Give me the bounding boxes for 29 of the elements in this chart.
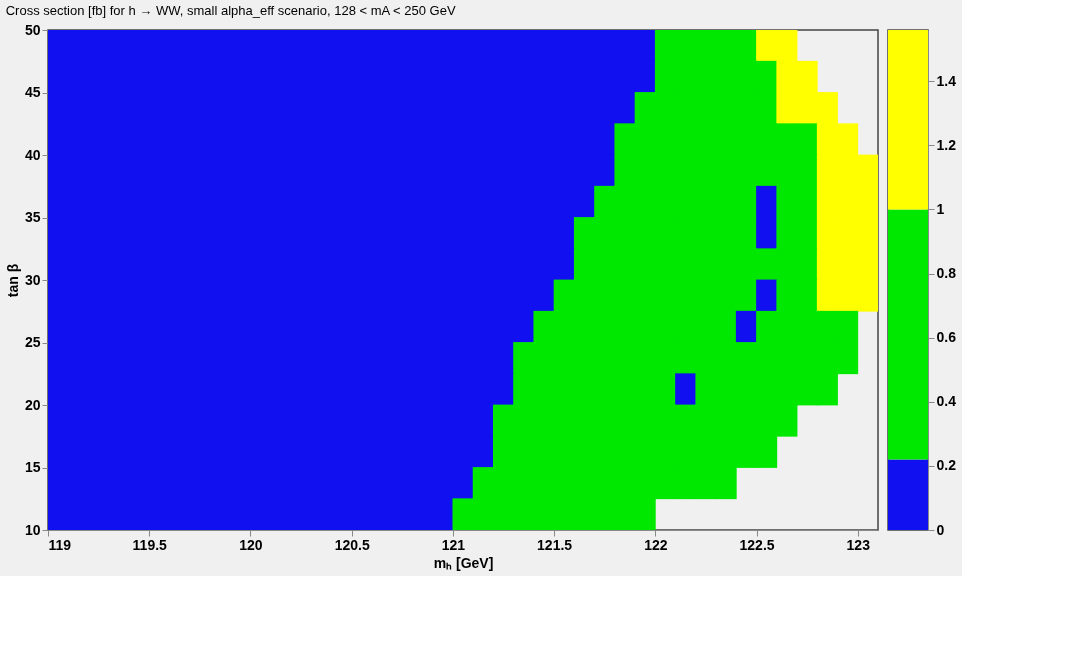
x-tick-label: 119.5	[132, 536, 168, 553]
x-tick-label: 119	[48, 536, 72, 553]
x-tick-label: 123	[846, 536, 871, 553]
y-tick-label: 10	[24, 521, 41, 538]
x-tick-label: 121.5	[537, 536, 573, 553]
chart-title: Cross section [fb] for h → WW, small alpha_eff scenario, 128 < mA < 250 GeV	[5, 3, 456, 19]
y-tick-label: 30	[24, 271, 41, 288]
y-tick-label: 25	[24, 334, 41, 350]
x-tick-label: 120.5	[334, 536, 370, 553]
x-tick-label: 120	[239, 536, 263, 553]
y-tick-label: 40	[24, 146, 41, 163]
y-tick-label: 1	[936, 200, 945, 217]
y-tick-label: 0.6	[936, 329, 957, 346]
x-tick-label: 122	[644, 536, 668, 553]
y-axis-title: tan β	[4, 263, 21, 298]
y-tick-label: 1.4	[936, 72, 957, 89]
y-tick-label: 35	[24, 209, 41, 225]
x-tick-label: 121	[441, 536, 466, 553]
y-tick-label: 0.2	[936, 457, 957, 474]
y-tick-label: 15	[24, 459, 41, 475]
y-tick-label: 45	[24, 84, 41, 100]
x-tick-label: 122.5	[739, 536, 775, 553]
y-tick-label: 1.2	[936, 136, 957, 153]
y-tick-label: 50	[24, 21, 41, 38]
y-tick-label: 0.8	[936, 265, 957, 282]
y-tick-label: 0	[936, 521, 945, 538]
x-axis-title: mₕ [GeV]	[433, 554, 494, 571]
y-tick-label: 0.4	[936, 393, 957, 410]
y-tick-label: 20	[24, 396, 41, 413]
